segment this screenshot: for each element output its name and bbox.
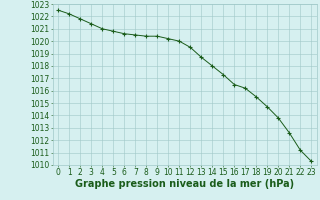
X-axis label: Graphe pression niveau de la mer (hPa): Graphe pression niveau de la mer (hPa) — [75, 179, 294, 189]
